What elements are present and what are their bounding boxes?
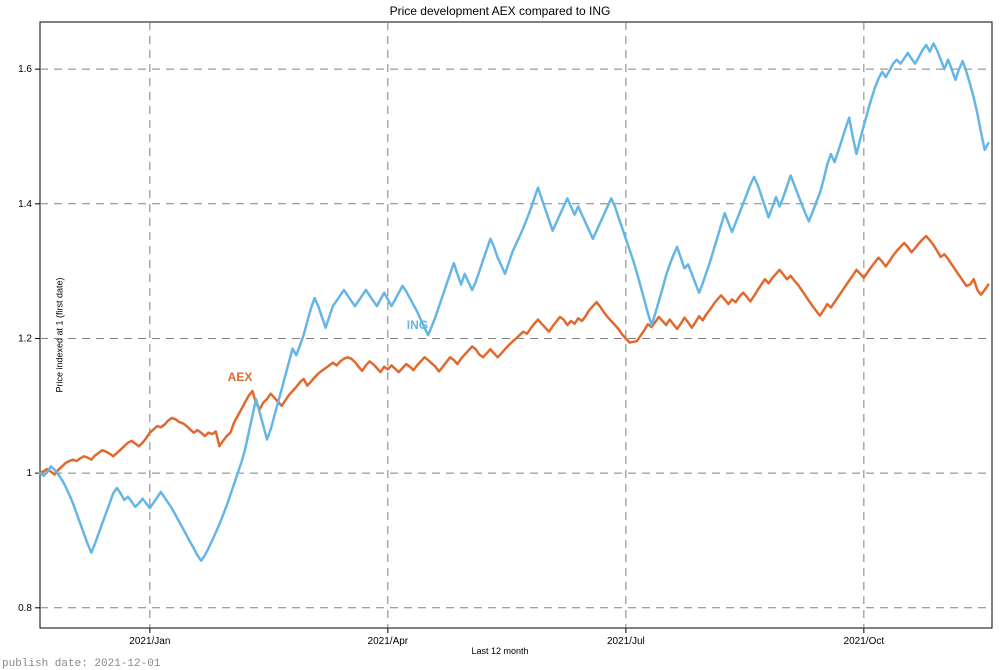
x-tick-label: 2021/Apr	[368, 636, 409, 647]
chart-svg: 0.8 1 1.2 1.4 1.6 2021/Jan 2021/Apr 2021/Jul 202…	[0, 0, 1000, 670]
x-tick-label: 2021/Jan	[129, 636, 170, 647]
chart-container: { "chart": { "type": "line", "title": "P…	[0, 0, 1000, 670]
y-tick-label: 1.4	[18, 199, 32, 210]
series-line-aex	[40, 236, 988, 474]
series-line-ing	[40, 44, 988, 561]
x-tick-label: 2021/Oct	[844, 636, 885, 647]
y-tick-label: 0.8	[18, 603, 32, 614]
series-label-ing: ING	[407, 318, 428, 332]
x-tick-label: 2021/Jul	[607, 636, 645, 647]
y-tick-label: 1.6	[18, 64, 32, 75]
y-tick-label: 1.2	[18, 333, 32, 344]
series-label-aex: AEX	[228, 370, 253, 384]
y-tick-label: 1	[26, 468, 32, 479]
